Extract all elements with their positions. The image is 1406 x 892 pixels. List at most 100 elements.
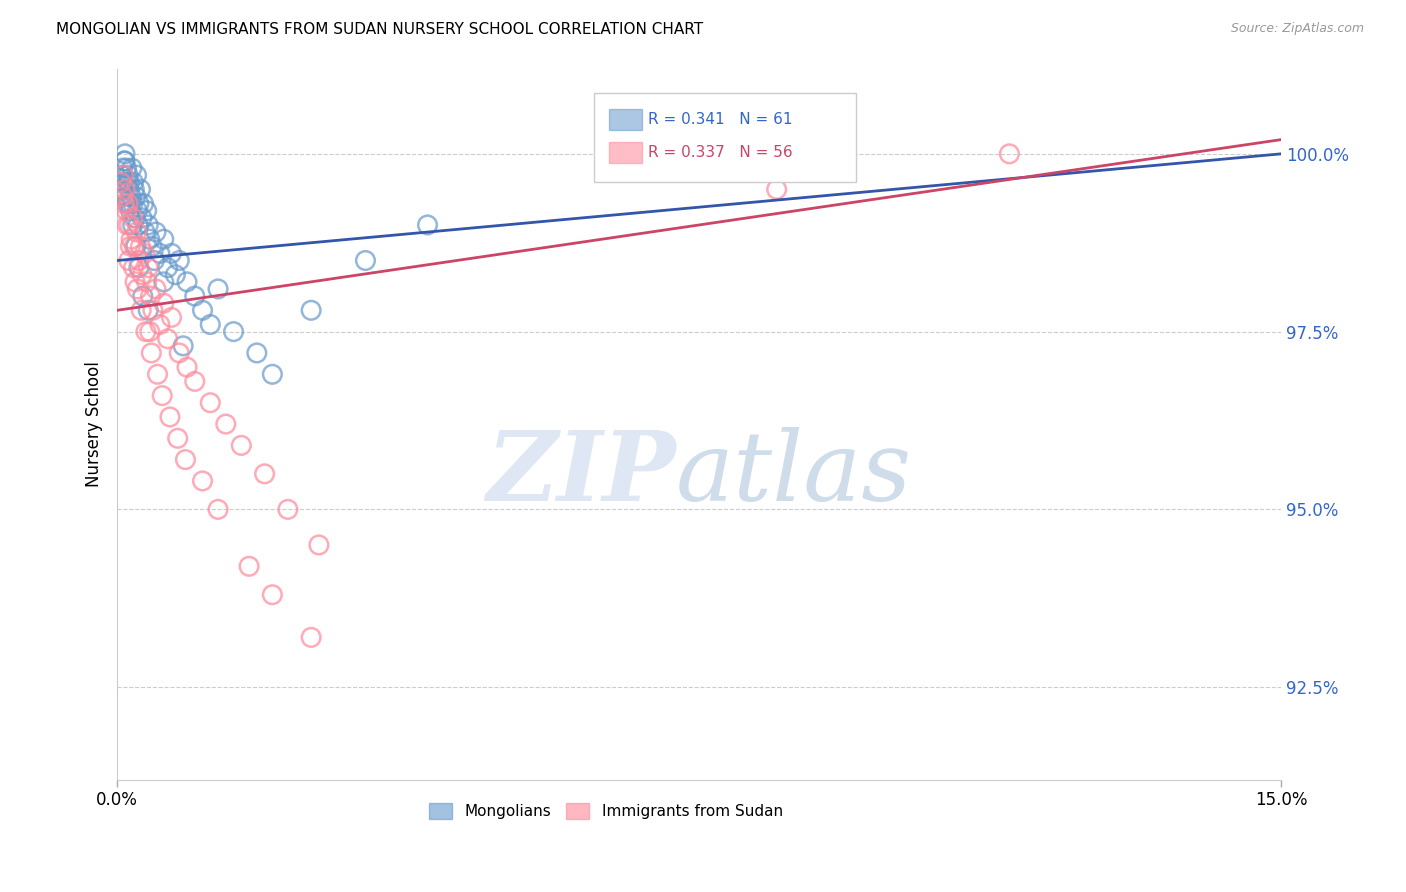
Text: MONGOLIAN VS IMMIGRANTS FROM SUDAN NURSERY SCHOOL CORRELATION CHART: MONGOLIAN VS IMMIGRANTS FROM SUDAN NURSE… — [56, 22, 703, 37]
FancyBboxPatch shape — [595, 94, 856, 182]
Text: R = 0.341   N = 61: R = 0.341 N = 61 — [648, 112, 793, 128]
Point — [253, 467, 276, 481]
Point — [166, 431, 188, 445]
Point — [114, 189, 136, 203]
Point — [246, 346, 269, 360]
Point — [120, 189, 142, 203]
Point — [160, 310, 183, 325]
Point — [165, 268, 187, 282]
Point — [231, 438, 253, 452]
Text: atlas: atlas — [676, 427, 912, 521]
Point — [139, 325, 162, 339]
Point — [128, 253, 150, 268]
Point — [299, 631, 322, 645]
Point — [145, 282, 167, 296]
Point — [110, 175, 132, 189]
Point — [135, 325, 157, 339]
Point — [124, 211, 146, 225]
Y-axis label: Nursery School: Nursery School — [86, 361, 103, 487]
Point — [146, 368, 169, 382]
Point — [117, 196, 139, 211]
Point — [121, 218, 143, 232]
Point — [222, 325, 245, 339]
Point — [150, 389, 173, 403]
Point — [277, 502, 299, 516]
Point — [200, 318, 222, 332]
Point — [149, 246, 172, 260]
Point — [354, 253, 377, 268]
Point — [129, 182, 152, 196]
Point — [120, 232, 142, 246]
Point — [143, 253, 166, 268]
Point — [121, 161, 143, 175]
Point — [134, 246, 156, 260]
Point — [114, 182, 136, 196]
Point — [176, 360, 198, 375]
Point — [172, 339, 194, 353]
Point — [127, 203, 149, 218]
Point — [128, 260, 150, 275]
Point — [114, 146, 136, 161]
Point — [176, 275, 198, 289]
Point — [135, 203, 157, 218]
Point — [115, 161, 138, 175]
Point — [118, 196, 141, 211]
Point — [207, 282, 229, 296]
Point — [128, 196, 150, 211]
Point — [174, 452, 197, 467]
Point — [124, 275, 146, 289]
Point — [262, 368, 284, 382]
Point — [112, 196, 135, 211]
Point — [118, 175, 141, 189]
Point — [159, 409, 181, 424]
Point — [200, 395, 222, 409]
Point — [127, 218, 149, 232]
Point — [152, 296, 174, 310]
Point — [117, 196, 139, 211]
Point — [118, 253, 141, 268]
Point — [207, 502, 229, 516]
Point — [112, 168, 135, 182]
Point — [122, 239, 145, 253]
Point — [191, 303, 214, 318]
Point — [111, 189, 134, 203]
Point — [117, 175, 139, 189]
Point — [136, 218, 159, 232]
Point — [125, 239, 148, 253]
Point — [112, 175, 135, 189]
Text: ZIP: ZIP — [486, 427, 676, 521]
Point — [117, 218, 139, 232]
Point — [998, 146, 1021, 161]
Point — [156, 332, 179, 346]
Point — [118, 218, 141, 232]
Point — [111, 161, 134, 175]
Point — [117, 168, 139, 182]
Point — [131, 268, 153, 282]
Point — [156, 260, 179, 275]
Point — [110, 182, 132, 196]
Point — [139, 289, 162, 303]
Point — [152, 232, 174, 246]
Point — [134, 225, 156, 239]
Point — [121, 211, 143, 225]
Bar — [609, 109, 643, 130]
Point — [118, 182, 141, 196]
Point — [135, 275, 157, 289]
Point — [765, 182, 787, 196]
Point — [132, 196, 155, 211]
Text: Source: ZipAtlas.com: Source: ZipAtlas.com — [1230, 22, 1364, 36]
Point — [115, 203, 138, 218]
Point — [167, 346, 190, 360]
Point — [136, 260, 159, 275]
Point — [125, 225, 148, 239]
Bar — [609, 142, 643, 163]
Point — [238, 559, 260, 574]
Point — [122, 182, 145, 196]
Point — [121, 196, 143, 211]
Point — [122, 260, 145, 275]
Point — [167, 253, 190, 268]
Point — [114, 153, 136, 168]
Point — [184, 289, 207, 303]
Point — [191, 474, 214, 488]
Point — [136, 303, 159, 318]
